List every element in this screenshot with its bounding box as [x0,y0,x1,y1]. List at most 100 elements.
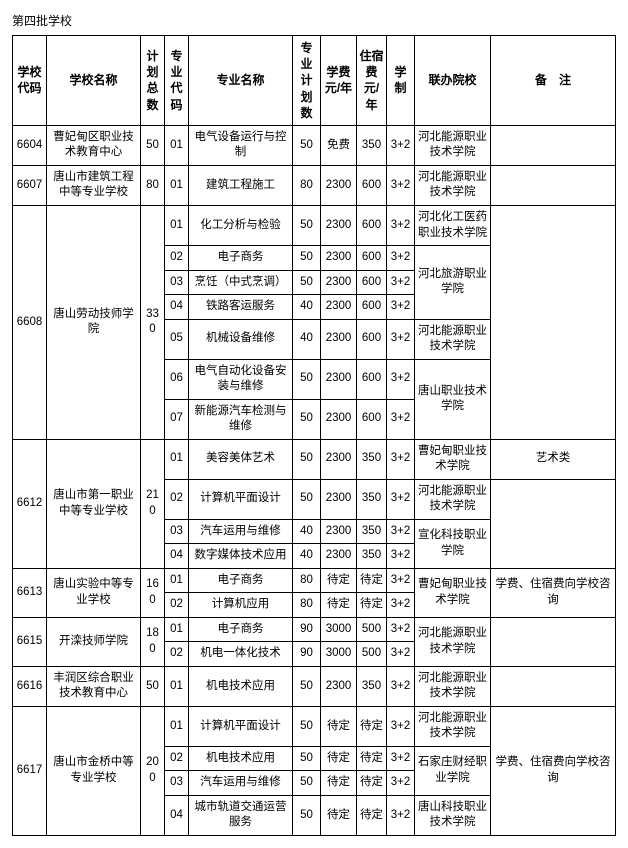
th-majplan: 专业计划数 [293,36,321,126]
cell-major-plan: 90 [293,642,321,667]
th-fee: 学费 元/年 [321,36,357,126]
cell-major-code: 01 [165,165,189,205]
cell-dorm: 600 [357,359,387,399]
cell-school-code: 6607 [13,165,47,205]
cell-partner: 河北能源职业技术学院 [415,479,491,519]
cell-major-name: 机电技术应用 [189,666,293,706]
cell-major-name: 电气自动化设备安装与维修 [189,359,293,399]
cell-fee: 2300 [321,295,357,320]
th-dorm: 住宿费 元/年 [357,36,387,126]
cell-note [491,125,616,165]
table-row: 6608唐山劳动技师学院33001化工分析与检验5023006003+2河北化工… [13,206,616,246]
cell-major-plan: 50 [293,206,321,246]
cell-system: 3+2 [387,359,415,399]
cell-fee: 3000 [321,642,357,667]
cell-note: 艺术类 [491,439,616,479]
cell-major-code: 02 [165,593,189,618]
cell-fee: 2300 [321,270,357,295]
cell-dorm: 600 [357,319,387,359]
cell-fee: 待定 [321,706,357,746]
cell-major-name: 美容美体艺术 [189,439,293,479]
cell-dorm: 500 [357,642,387,667]
cell-note [491,165,616,205]
cell-system: 3+2 [387,519,415,544]
cell-fee: 2300 [321,319,357,359]
cell-note [491,617,616,666]
cell-partner: 河北旅游职业学院 [415,246,491,320]
cell-fee: 2300 [321,399,357,439]
cell-major-code: 04 [165,295,189,320]
cell-major-code: 04 [165,544,189,569]
cell-dorm: 600 [357,246,387,271]
cell-fee: 待定 [321,593,357,618]
cell-major-plan: 80 [293,593,321,618]
cell-note: 学费、住宿费向学校咨询 [491,568,616,617]
cell-fee: 免费 [321,125,357,165]
cell-major-plan: 40 [293,319,321,359]
cell-major-name: 机电技术应用 [189,746,293,771]
cell-total-plan: 200 [141,706,165,835]
cell-note [491,666,616,706]
cell-major-plan: 40 [293,519,321,544]
cell-fee: 待定 [321,795,357,835]
table-header-row: 学校代码 学校名称 计划总数 专业代码 专业名称 专业计划数 学费 元/年 住宿… [13,36,616,126]
cell-partner: 河北能源职业技术学院 [415,319,491,359]
cell-partner: 石家庄财经职业学院 [415,746,491,795]
cell-major-code: 05 [165,319,189,359]
cell-major-name: 机电一体化技术 [189,642,293,667]
cell-dorm: 350 [357,666,387,706]
cell-dorm: 350 [357,544,387,569]
th-majcode: 专业代码 [165,36,189,126]
cell-note [491,479,616,568]
cell-major-plan: 50 [293,706,321,746]
cell-major-name: 电气设备运行与控制 [189,125,293,165]
cell-school-name: 唐山市建筑工程中等专业学校 [47,165,141,205]
cell-dorm: 600 [357,165,387,205]
cell-school-name: 唐山实验中等专业学校 [47,568,141,617]
cell-school-name: 唐山市金桥中等专业学校 [47,706,141,835]
cell-system: 3+2 [387,568,415,593]
cell-major-plan: 40 [293,295,321,320]
cell-major-name: 数字媒体技术应用 [189,544,293,569]
cell-dorm: 500 [357,617,387,642]
cell-total-plan: 50 [141,125,165,165]
cell-fee: 2300 [321,165,357,205]
cell-fee: 2300 [321,439,357,479]
cell-total-plan: 50 [141,666,165,706]
cell-system: 3+2 [387,246,415,271]
table-row: 6612唐山市第一职业中等专业学校21001美容美体艺术5023003503+2… [13,439,616,479]
cell-major-name: 汽车运用与维修 [189,771,293,796]
cell-major-name: 化工分析与检验 [189,206,293,246]
cell-major-code: 06 [165,359,189,399]
cell-major-plan: 50 [293,125,321,165]
cell-school-code: 6616 [13,666,47,706]
cell-system: 3+2 [387,165,415,205]
cell-dorm: 600 [357,206,387,246]
table-row: 6613唐山实验中等专业学校16001电子商务80待定待定3+2曹妃甸职业技术学… [13,568,616,593]
cell-system: 3+2 [387,206,415,246]
cell-dorm: 待定 [357,568,387,593]
cell-school-code: 6604 [13,125,47,165]
cell-system: 3+2 [387,479,415,519]
cell-note [491,206,616,440]
table-row: 6607唐山市建筑工程中等专业学校8001建筑工程施工8023006003+2河… [13,165,616,205]
cell-dorm: 600 [357,399,387,439]
table-row: 6615开滦技师学院18001电子商务9030005003+2河北能源职业技术学… [13,617,616,642]
cell-partner: 河北化工医药职业技术学院 [415,206,491,246]
cell-dorm: 待定 [357,593,387,618]
cell-school-code: 6617 [13,706,47,835]
th-plan: 计划总数 [141,36,165,126]
cell-major-code: 04 [165,795,189,835]
th-sys: 学制 [387,36,415,126]
cell-fee: 2300 [321,544,357,569]
cell-system: 3+2 [387,295,415,320]
cell-system: 3+2 [387,617,415,642]
cell-total-plan: 330 [141,206,165,440]
cell-system: 3+2 [387,439,415,479]
cell-school-name: 曹妃甸区职业技术教育中心 [47,125,141,165]
th-code: 学校代码 [13,36,47,126]
cell-major-plan: 50 [293,666,321,706]
cell-fee: 2300 [321,359,357,399]
cell-partner: 曹妃甸职业技术学院 [415,439,491,479]
cell-partner: 唐山科技职业技术学院 [415,795,491,835]
